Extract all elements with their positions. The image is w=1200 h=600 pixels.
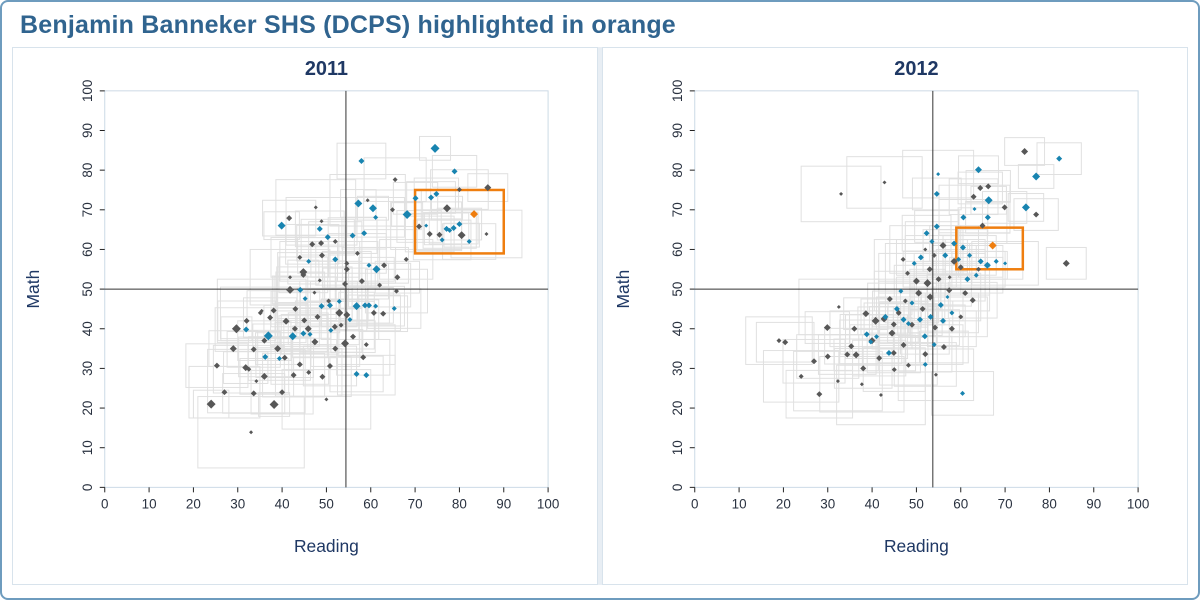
svg-text:10: 10 (142, 496, 157, 511)
svg-text:10: 10 (670, 440, 685, 455)
svg-text:30: 30 (820, 496, 835, 511)
svg-text:70: 70 (408, 496, 423, 511)
svg-text:100: 100 (80, 80, 95, 102)
axes-layer: 0 10 20 30 40 50 60 70 80 90 100 0 10 20 30 40 50 60 70 80 9… (670, 80, 1150, 512)
svg-text:40: 40 (80, 321, 95, 336)
chart-title: 2012 (894, 58, 938, 80)
svg-text:90: 90 (496, 496, 511, 511)
highlight-point (470, 210, 479, 219)
svg-text:70: 70 (670, 202, 685, 217)
svg-text:20: 20 (186, 496, 201, 511)
chart-panel-2012: 0 10 20 30 40 50 60 70 80 90 100 0 10 20 30 40 50 60 70 80 9… (602, 47, 1188, 585)
svg-text:30: 30 (80, 361, 95, 376)
svg-text:40: 40 (275, 496, 290, 511)
svg-text:90: 90 (670, 123, 685, 138)
svg-text:40: 40 (865, 496, 880, 511)
svg-text:60: 60 (670, 242, 685, 257)
svg-text:90: 90 (80, 123, 95, 138)
svg-text:0: 0 (80, 484, 95, 491)
svg-text:10: 10 (80, 440, 95, 455)
svg-text:10: 10 (732, 496, 747, 511)
svg-text:80: 80 (452, 496, 467, 511)
axes-layer: 0 10 20 30 40 50 60 70 80 90 100 0 10 20 30 40 50 60 70 80 9… (80, 80, 560, 512)
svg-text:80: 80 (80, 163, 95, 178)
svg-text:0: 0 (101, 496, 108, 511)
svg-text:50: 50 (80, 282, 95, 297)
svg-text:90: 90 (1086, 496, 1101, 511)
svg-text:80: 80 (670, 163, 685, 178)
y-axis-title: Math (613, 270, 633, 309)
svg-text:100: 100 (1127, 496, 1149, 511)
x-axis-title: Reading (884, 536, 949, 556)
svg-text:70: 70 (998, 496, 1013, 511)
svg-text:50: 50 (670, 282, 685, 297)
svg-text:20: 20 (80, 401, 95, 416)
highlight-box (955, 226, 1025, 271)
scatter-chart-2012: 0 10 20 30 40 50 60 70 80 90 100 0 10 20 30 40 50 60 70 80 9… (613, 58, 1150, 556)
svg-text:100: 100 (670, 80, 685, 102)
svg-text:60: 60 (953, 496, 968, 511)
highlight-point (988, 241, 997, 250)
y-axis-title: Math (23, 270, 43, 309)
x-axis-title: Reading (294, 536, 359, 556)
svg-text:50: 50 (909, 496, 924, 511)
svg-text:0: 0 (691, 496, 698, 511)
svg-text:70: 70 (80, 202, 95, 217)
svg-text:50: 50 (319, 496, 334, 511)
svg-text:20: 20 (670, 401, 685, 416)
chart-title: 2011 (305, 58, 348, 80)
chart-panel-2011: 0 10 20 30 40 50 60 70 80 90 100 0 10 20 30 40 50 60 70 80 9… (12, 47, 598, 585)
svg-text:40: 40 (670, 321, 685, 336)
svg-text:60: 60 (363, 496, 378, 511)
svg-text:60: 60 (80, 242, 95, 257)
svg-text:30: 30 (670, 361, 685, 376)
svg-text:0: 0 (670, 484, 685, 491)
page-title: Benjamin Banneker SHS (DCPS) highlighted… (20, 11, 676, 39)
svg-text:100: 100 (537, 496, 559, 511)
svg-text:80: 80 (1042, 496, 1057, 511)
plots-row: 0 10 20 30 40 50 60 70 80 90 100 0 10 20 30 40 50 60 70 80 9… (12, 47, 1188, 585)
scatter-chart-2011: 0 10 20 30 40 50 60 70 80 90 100 0 10 20 30 40 50 60 70 80 9… (23, 58, 560, 556)
svg-text:20: 20 (776, 496, 791, 511)
svg-text:30: 30 (230, 496, 245, 511)
